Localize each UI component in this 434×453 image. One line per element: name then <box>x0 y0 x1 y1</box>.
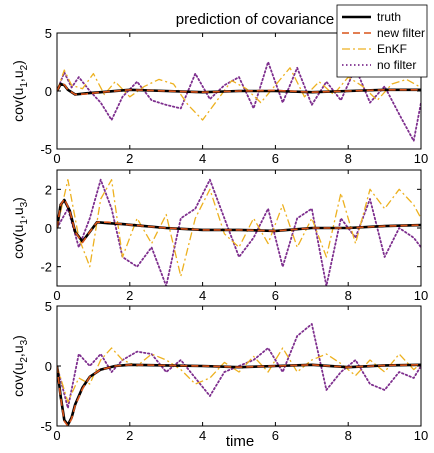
y-label-part: ) <box>10 335 26 340</box>
y-tick-label: 5 <box>45 26 52 41</box>
series-line-no-filter <box>57 61 421 142</box>
y-label-subscript: 1 <box>19 219 30 225</box>
y-label-subscript: 1 <box>19 82 30 88</box>
y-tick-label: 2 <box>45 182 52 197</box>
y-axis-label: cov(u1,u3) <box>10 197 30 259</box>
x-tick-label: 6 <box>272 288 279 303</box>
y-tick-label: -5 <box>40 419 52 434</box>
y-tick-label: -2 <box>40 260 52 275</box>
x-tick-label: 2 <box>126 151 133 166</box>
y-label-part: ,u <box>10 207 26 219</box>
y-label-subscript: 3 <box>19 339 30 345</box>
y-label-part: ) <box>10 60 26 65</box>
y-tick-label: 0 <box>45 359 52 374</box>
y-label-subscript: 2 <box>19 357 30 363</box>
y-label-subscript: 3 <box>19 201 30 207</box>
y-tick-label: -5 <box>40 142 52 157</box>
y-axis-label: cov(u2,u3) <box>10 335 30 397</box>
x-tick-label: 8 <box>345 428 352 443</box>
x-tick-label: 2 <box>126 288 133 303</box>
y-label-part: ,u <box>10 345 26 357</box>
x-tick-label: 0 <box>53 151 60 166</box>
series-line-EnKF <box>57 179 421 277</box>
legend-label: no filter <box>377 58 416 72</box>
series-line-new-filter <box>57 82 421 96</box>
y-label-part: ,u <box>10 70 26 82</box>
x-tick-label: 8 <box>345 151 352 166</box>
y-label-part: ) <box>10 197 26 202</box>
y-tick-label: 0 <box>45 221 52 236</box>
series-line-new-filter <box>57 363 421 426</box>
y-label-part: cov(u <box>10 88 26 122</box>
y-tick-label: 5 <box>45 299 52 314</box>
y-label-part: cov(u <box>10 225 26 259</box>
x-tick-label: 0 <box>53 288 60 303</box>
legend-label: EnKF <box>377 42 407 56</box>
x-tick-label: 10 <box>414 288 428 303</box>
series-line-no-filter <box>57 323 421 409</box>
legend-label: new filter <box>377 26 425 40</box>
x-tick-label: 4 <box>199 288 206 303</box>
x-tick-label: 6 <box>272 428 279 443</box>
y-tick-label: 0 <box>45 84 52 99</box>
x-axis-label: time <box>226 433 254 450</box>
x-tick-label: 4 <box>199 428 206 443</box>
series-line-truth <box>57 198 421 243</box>
y-axis-label: cov(u1,u2) <box>10 60 30 122</box>
x-tick-label: 10 <box>414 151 428 166</box>
x-tick-label: 4 <box>199 151 206 166</box>
x-tick-label: 6 <box>272 151 279 166</box>
chart-title: prediction of covariance <box>176 11 334 28</box>
x-tick-label: 10 <box>414 428 428 443</box>
y-label-subscript: 2 <box>19 64 30 70</box>
legend: truth new filter EnKF no filter <box>336 4 428 78</box>
y-label-part: cov(u <box>10 363 26 397</box>
x-tick-label: 2 <box>126 428 133 443</box>
x-tick-label: 0 <box>53 428 60 443</box>
x-tick-label: 8 <box>345 288 352 303</box>
legend-label: truth <box>377 10 401 24</box>
